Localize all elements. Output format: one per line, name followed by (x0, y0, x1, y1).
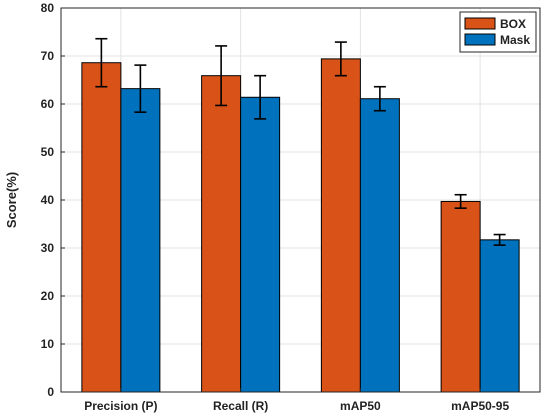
legend-swatch-box (464, 17, 496, 30)
legend-label-box: BOX (500, 17, 526, 31)
y-tick-label: 30 (41, 241, 55, 255)
y-tick-label: 10 (41, 337, 55, 351)
bars (81, 58, 520, 393)
x-tick-label: mAP50-95 (451, 399, 509, 413)
error-bar-mask-2 (373, 85, 386, 112)
bar-box-1 (201, 75, 242, 393)
error-bar-box-1 (215, 45, 228, 107)
bar-mask-2 (359, 98, 400, 393)
error-bar-box-2 (334, 41, 347, 77)
bar-box-3 (440, 200, 481, 393)
bar-mask-1 (240, 96, 281, 393)
x-axis-ticks: Precision (P) Recall (R) mAP50 mAP50-95 (84, 388, 509, 413)
bar-mask-0 (120, 88, 161, 393)
bar-box-2 (320, 58, 361, 393)
y-tick-label: 70 (41, 49, 55, 63)
y-tick-label: 60 (41, 97, 55, 111)
legend: BOX Mask (459, 11, 537, 53)
bar-mask-3 (479, 239, 520, 393)
bar-box-0 (81, 62, 122, 393)
y-tick-label: 0 (47, 385, 54, 399)
y-tick-label: 50 (41, 145, 55, 159)
y-axis-label: Score(%) (4, 172, 19, 228)
y-tick-label: 40 (41, 193, 55, 207)
error-bar-box-3 (454, 193, 467, 209)
error-bars (95, 37, 506, 246)
x-tick-label: mAP50 (340, 399, 381, 413)
error-bar-mask-1 (254, 74, 267, 120)
error-bar-mask-0 (134, 64, 147, 113)
legend-swatch-mask (464, 33, 496, 46)
y-axis-ticks: 0 10 20 30 40 50 60 70 80 (41, 1, 65, 399)
error-bar-box-0 (95, 37, 108, 88)
y-tick-label: 80 (41, 1, 55, 15)
x-tick-label: Recall (R) (213, 399, 268, 413)
x-tick-label: Precision (P) (84, 399, 157, 413)
legend-label-mask: Mask (500, 33, 530, 47)
error-bar-mask-3 (493, 233, 506, 246)
y-tick-label: 20 (41, 289, 55, 303)
